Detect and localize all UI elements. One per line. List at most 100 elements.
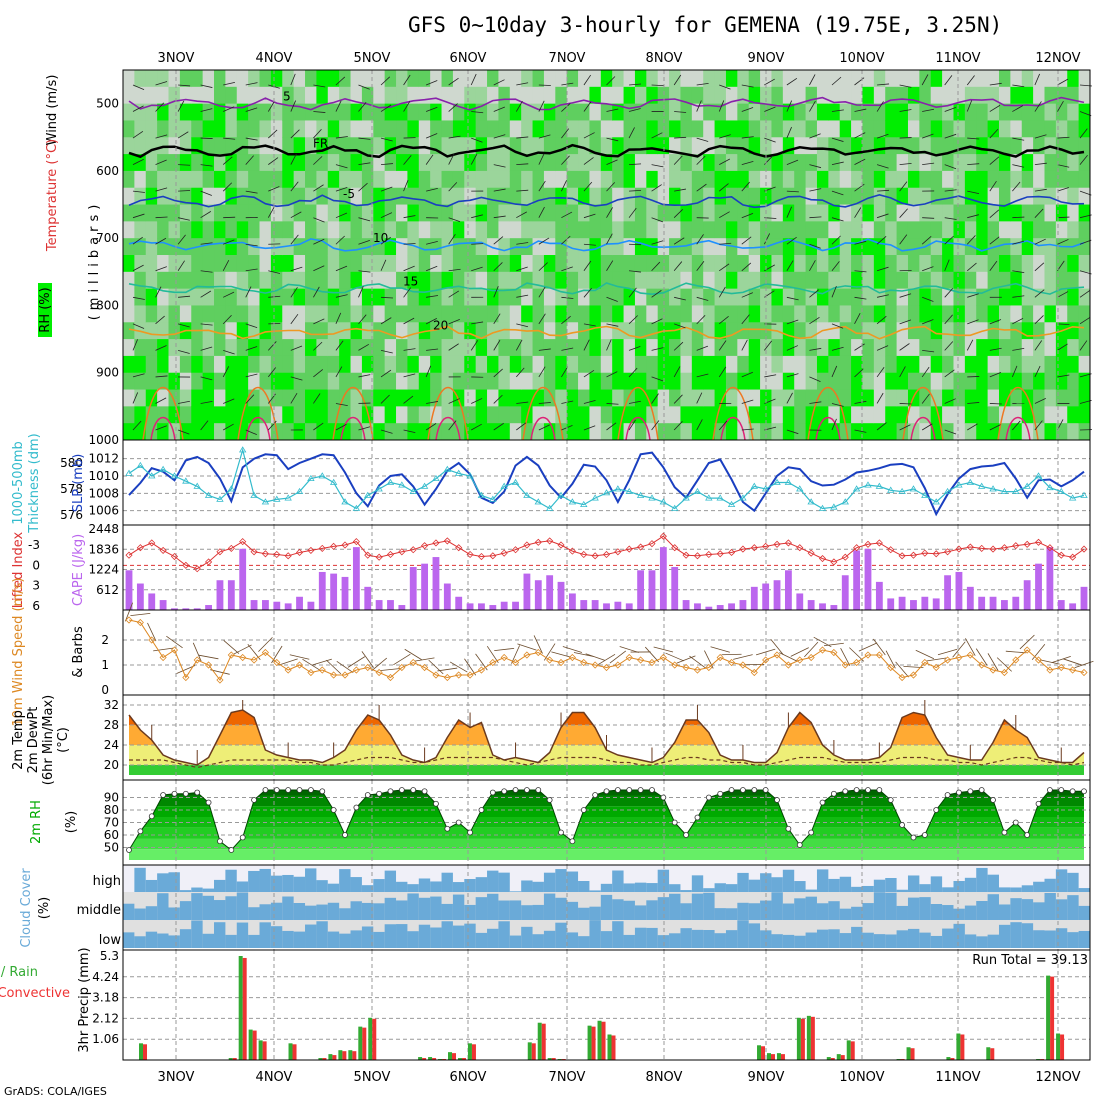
thickness-marker xyxy=(966,478,975,485)
rh-cell xyxy=(202,255,215,273)
thickness-marker xyxy=(511,478,520,485)
precip-total-bar xyxy=(597,1020,602,1060)
rh-cell xyxy=(123,238,135,256)
rh-cell xyxy=(714,187,727,206)
isotherm-line xyxy=(128,325,1085,340)
lifted-tick: -3 xyxy=(28,538,40,552)
rh-cell xyxy=(578,423,590,441)
rh-cell xyxy=(316,288,329,306)
rh-cell xyxy=(339,339,352,357)
rh-cell xyxy=(964,339,977,357)
rh-band xyxy=(129,849,1084,860)
cloud-cell xyxy=(987,934,1000,948)
cloud-cell xyxy=(236,892,249,920)
rh-cell xyxy=(589,322,602,340)
rh-cell xyxy=(339,372,352,391)
isotherm-label: FR xyxy=(313,137,328,151)
rh-cell xyxy=(543,221,556,239)
wind-barb-10m xyxy=(885,650,896,669)
wind-barb-10m xyxy=(895,661,909,678)
temperature-title: (°C) xyxy=(56,727,71,753)
thickness-marker xyxy=(898,487,906,494)
wind-barb xyxy=(245,268,258,272)
rh-cell xyxy=(487,120,499,138)
rh-cell xyxy=(282,170,295,189)
rh-cell xyxy=(145,86,158,105)
cloud-cell xyxy=(430,927,443,948)
rh-cell xyxy=(521,221,534,239)
lifted-marker xyxy=(671,544,679,552)
rh-cell xyxy=(805,355,818,374)
rh-cell xyxy=(976,221,989,239)
cloud-cell-bg xyxy=(600,865,613,892)
rh-cell xyxy=(179,339,192,357)
rh-cell xyxy=(942,305,954,323)
rh-cell xyxy=(384,355,397,374)
rh-cell xyxy=(998,154,1011,172)
rh-cell xyxy=(282,305,295,323)
wind-speed-marker xyxy=(386,673,395,682)
rh-cell xyxy=(498,86,511,105)
wind-speed-marker xyxy=(580,658,588,667)
wind-barb xyxy=(989,236,1000,245)
wind-barb xyxy=(267,420,277,431)
rh-cell xyxy=(816,86,829,105)
cloud-cell xyxy=(851,906,863,920)
wind-barb xyxy=(267,206,275,218)
rh-marker xyxy=(637,787,644,793)
rh-cell xyxy=(350,305,363,323)
rh-cell xyxy=(464,221,477,239)
rh-cell xyxy=(907,305,920,323)
rh-cell xyxy=(612,86,625,105)
rh-cell xyxy=(236,339,249,357)
rh-marker xyxy=(762,787,769,793)
lifted-marker xyxy=(443,537,451,545)
surface-contour-inner xyxy=(245,417,271,441)
rh-cell xyxy=(134,137,147,155)
rh-cell xyxy=(725,137,738,155)
wind-barb-10m xyxy=(965,638,976,656)
rh-cell xyxy=(282,255,295,273)
rh-cell xyxy=(441,305,454,323)
cloud-cell-bg xyxy=(191,865,204,892)
rh-marker xyxy=(148,813,155,820)
wind-barb xyxy=(741,84,754,88)
wind-barb xyxy=(741,136,754,139)
rh-cell xyxy=(1044,406,1057,424)
rh-cell xyxy=(214,170,226,189)
rh-cell xyxy=(680,255,693,273)
rh-cell xyxy=(464,389,477,407)
rh-cell xyxy=(464,406,477,424)
rh-cell xyxy=(123,406,135,424)
rh-cell xyxy=(293,406,306,424)
wind-barb xyxy=(403,215,416,219)
precip-convective-bar xyxy=(432,1058,437,1060)
wind-barb-10m xyxy=(336,661,354,673)
rh-cell xyxy=(1044,154,1057,172)
wind-barb-10m xyxy=(1005,650,1026,654)
rh-cell xyxy=(725,221,738,239)
thickness-marker xyxy=(432,474,440,481)
rh-cell xyxy=(168,339,181,357)
wind-barb xyxy=(809,74,816,86)
cloud-cell-bg xyxy=(669,865,681,892)
rh-cell xyxy=(214,238,226,256)
wind-barb xyxy=(899,137,912,139)
rh-cell xyxy=(1010,221,1023,239)
wind-barb xyxy=(629,83,642,86)
rh-cell xyxy=(998,221,1011,239)
rh-cell xyxy=(214,221,226,239)
rh-cell xyxy=(623,86,636,105)
cloud-cell xyxy=(964,905,977,920)
rh-cell xyxy=(782,322,795,340)
wind-barb xyxy=(448,268,461,272)
cape-bar xyxy=(273,601,281,610)
wind-barb xyxy=(155,216,168,219)
wind-barb xyxy=(628,287,637,298)
thickness-marker xyxy=(352,504,361,511)
rh-cell xyxy=(600,120,613,138)
rh-cell xyxy=(396,389,408,407)
wind-barb xyxy=(425,318,438,325)
rh-cell xyxy=(1010,170,1023,189)
rh-cell xyxy=(862,355,875,374)
